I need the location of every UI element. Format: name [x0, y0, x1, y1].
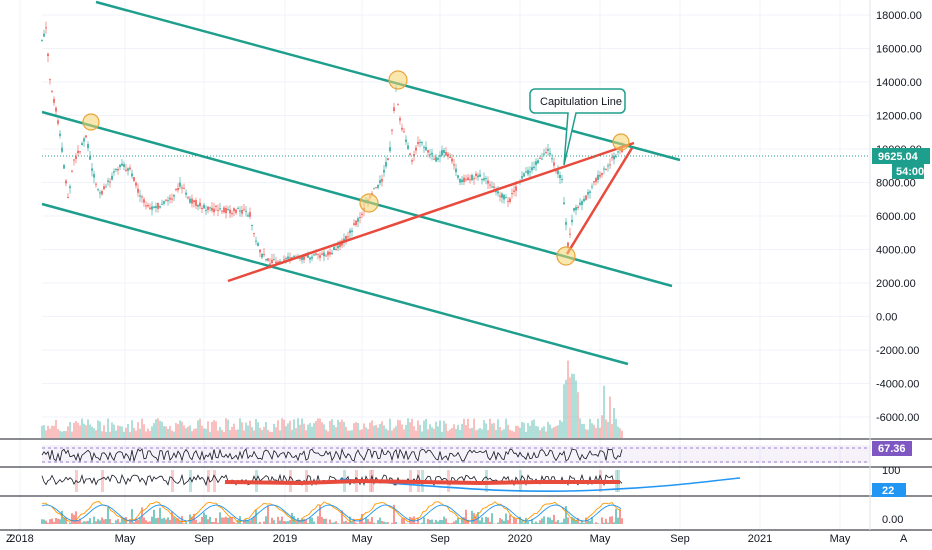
channel-upper-line[interactable] — [95, 0, 681, 162]
price-axis: 18000.0016000.0014000.0012000.0010000.00… — [876, 10, 922, 424]
time-axis-tick: May — [590, 533, 611, 545]
channel-mid-line[interactable] — [41, 110, 673, 288]
time-axis-tick: May — [830, 533, 851, 545]
time-axis-tick: 2020 — [508, 533, 532, 545]
price-axis-tick: 12000.00 — [876, 111, 922, 123]
price-axis-tick: 4000.00 — [876, 245, 916, 257]
indicator-red-line — [224, 478, 620, 486]
price-axis-tick: 8000.00 — [876, 178, 916, 190]
price-axis-tick: 18000.00 — [876, 10, 922, 22]
oscillator-main-line — [41, 504, 622, 522]
price-axis-tick: -6000.00 — [876, 412, 919, 424]
indicator-tag-text: 22 — [882, 485, 894, 497]
price-axis-tick: -4000.00 — [876, 379, 919, 391]
channel-lower-line[interactable] — [41, 202, 629, 366]
time-axis-tick: Sep — [194, 533, 214, 545]
touch-markers — [82, 70, 630, 266]
price-tag-text: 9625.04 — [878, 151, 919, 163]
rsi-tag-text: 67.36 — [878, 443, 906, 455]
indicator-pane — [41, 470, 741, 493]
time-axis-tick: May — [115, 533, 136, 545]
pane-separators — [0, 438, 932, 531]
countdown-tag: 54:00 — [892, 164, 924, 179]
rsi-line — [41, 447, 623, 463]
time-axis-tick: .2018 — [6, 533, 34, 545]
oscillator-pane — [41, 501, 623, 524]
time-axis: .2018 May Sep 2019 May Sep 2020 May Sep 2021 May — [6, 533, 851, 545]
candlestick-series — [41, 21, 623, 270]
price-axis-tick: -2000.00 — [876, 345, 919, 357]
time-axis-tick: Sep — [430, 533, 450, 545]
capitulation-label: Capitulation Line — [540, 96, 622, 108]
time-axis-tick: May — [352, 533, 373, 545]
time-axis-tick: 2019 — [273, 533, 297, 545]
timezone-button[interactable]: Z — [6, 533, 13, 545]
rising-trend-line[interactable] — [565, 147, 634, 255]
capitulation-trend-line[interactable] — [227, 141, 635, 283]
price-axis-tick: 0.00 — [876, 312, 897, 324]
price-axis-tick: 6000.00 — [876, 211, 916, 223]
marker-circle[interactable] — [359, 193, 379, 213]
time-axis-tick: Sep — [670, 533, 690, 545]
rsi-tag: 67.36 — [872, 441, 912, 456]
indicator-axis-label: 100 — [882, 465, 900, 477]
price-axis-tick: 2000.00 — [876, 278, 916, 290]
rsi-pane — [41, 445, 870, 463]
marker-circle[interactable] — [612, 133, 630, 151]
indicator-tag: 22 — [872, 483, 906, 497]
trend-lines — [227, 141, 635, 283]
countdown-tag-text: 54:00 — [896, 166, 924, 178]
auto-scale-button[interactable]: A — [900, 533, 908, 545]
oscillator-axis-label: 0.00 — [882, 514, 903, 526]
volume-bars — [41, 360, 623, 438]
time-axis-tick: 2021 — [748, 533, 772, 545]
price-tag: 9625.04 — [872, 148, 930, 164]
capitulation-callout[interactable]: Capitulation Line — [529, 88, 626, 166]
marker-circle[interactable] — [556, 246, 576, 266]
marker-circle[interactable] — [388, 70, 408, 90]
indicator-ma-line — [339, 477, 741, 493]
price-axis-tick: 14000.00 — [876, 77, 922, 89]
price-axis-tick: 16000.00 — [876, 44, 922, 56]
marker-circle[interactable] — [82, 113, 100, 131]
